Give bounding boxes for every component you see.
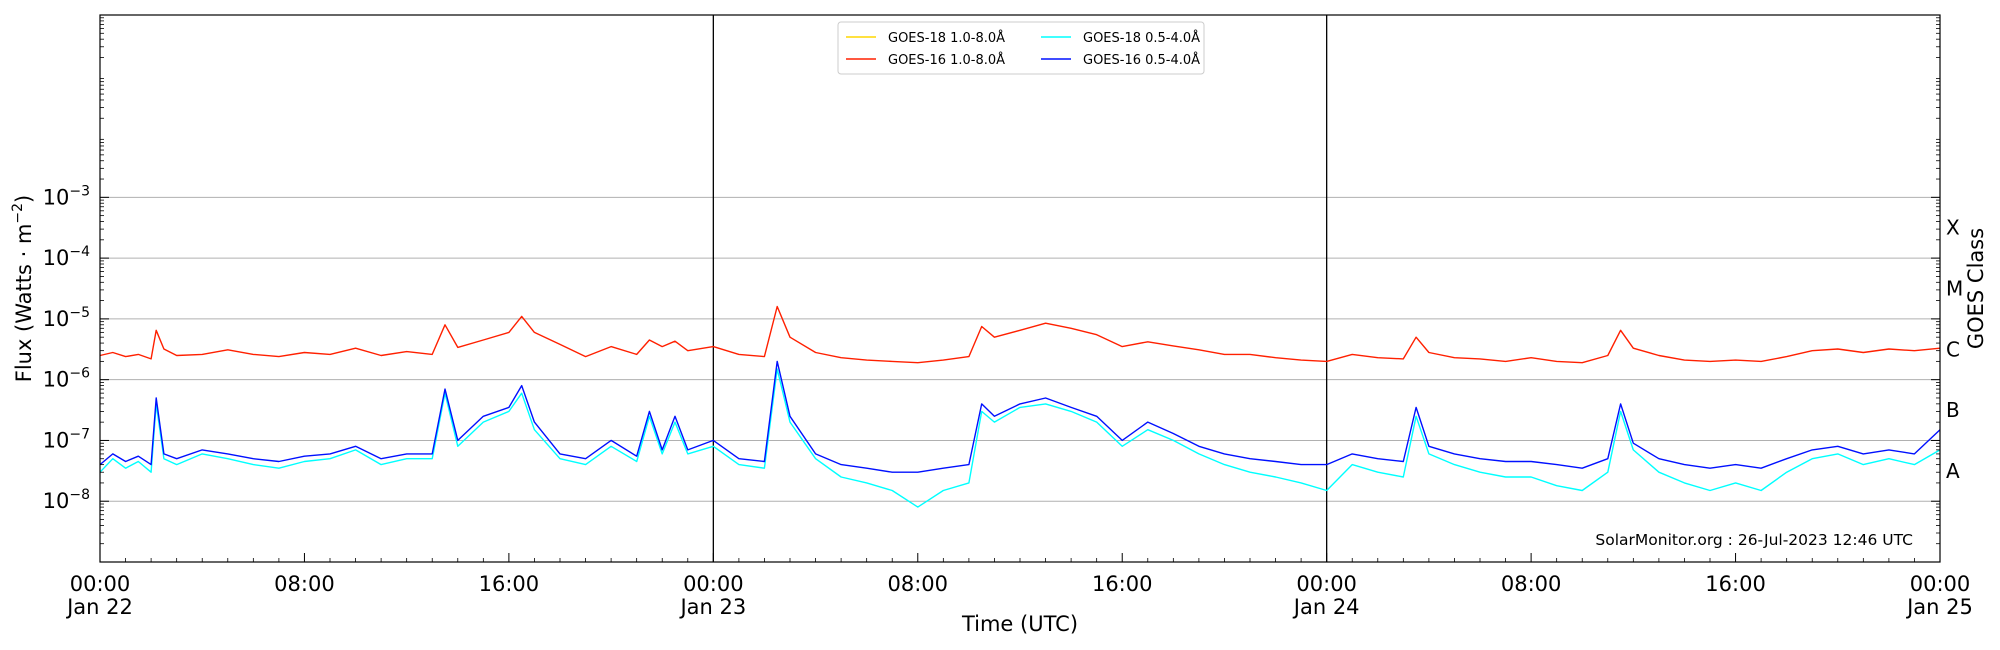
credit-text: SolarMonitor.org : 26-Jul-2023 12:46 UTC bbox=[1595, 531, 1913, 549]
x-tick-label: 16:00 bbox=[479, 572, 540, 596]
y-tick-label: 10−5 bbox=[43, 305, 90, 331]
legend-label: GOES-18 0.5-4.0Å bbox=[1083, 30, 1200, 46]
x-tick-label: 16:00 bbox=[1092, 572, 1153, 596]
series-line bbox=[99, 360, 1941, 473]
y-tick-label: 10−6 bbox=[43, 366, 90, 392]
y-axis-label-main: Flux (Watts · m bbox=[12, 224, 36, 383]
y-tick-label: 10−4 bbox=[43, 244, 90, 270]
series-line bbox=[99, 305, 1941, 364]
goes-class-label: C bbox=[1946, 337, 1960, 361]
plot-frame bbox=[99, 14, 1941, 563]
y-axis-label: Flux (Watts · m−2) bbox=[10, 195, 36, 383]
goes-class-labels: A B C M X bbox=[1946, 216, 1963, 483]
grid-lines bbox=[100, 196, 1940, 502]
y-axis-label-close: ) bbox=[12, 195, 36, 203]
legend-label: GOES-18 1.0-8.0Å bbox=[888, 30, 1005, 46]
series-lines bbox=[99, 305, 1941, 508]
goes-class-axis-label: GOES Class bbox=[1964, 228, 1988, 349]
x-axis-label: Time (UTC) bbox=[961, 612, 1078, 636]
x-tick-label: 16:00 bbox=[1705, 572, 1766, 596]
x-tick-label: 08:00 bbox=[274, 572, 335, 596]
goes-class-label: B bbox=[1946, 398, 1960, 422]
x-tick-label: 00:00 bbox=[1910, 572, 1971, 596]
legend-label: GOES-16 0.5-4.0Å bbox=[1083, 52, 1200, 68]
x-tick-label: 08:00 bbox=[1501, 572, 1562, 596]
day-boundaries bbox=[712, 15, 1328, 562]
legend-box bbox=[837, 21, 1205, 75]
goes-class-label: A bbox=[1946, 459, 1960, 483]
y-tick-label: 10−8 bbox=[43, 487, 90, 513]
x-tick-label: 00:00 bbox=[683, 572, 744, 596]
x-tick-label: 00:00 bbox=[1296, 572, 1357, 596]
x-tick-date-label: Jan 24 bbox=[1292, 595, 1360, 619]
series-line bbox=[99, 368, 1941, 508]
y-tick-label: 10−3 bbox=[43, 183, 90, 209]
goes-class-label: X bbox=[1946, 216, 1960, 240]
x-tick-date-label: Jan 22 bbox=[65, 595, 133, 619]
x-tick-date-label: Jan 25 bbox=[1905, 595, 1973, 619]
x-tick-label: 00:00 bbox=[70, 572, 131, 596]
x-tick-label: 08:00 bbox=[888, 572, 949, 596]
x-tick-date-label: Jan 23 bbox=[678, 595, 746, 619]
goes-class-label: M bbox=[1946, 277, 1963, 301]
y-axis-label-sup: −2 bbox=[10, 203, 26, 224]
y-tick-label: 10−7 bbox=[43, 426, 90, 452]
legend: GOES-18 1.0-8.0Å GOES-18 0.5-4.0Å GOES-16 … bbox=[837, 21, 1205, 75]
legend-label: GOES-16 1.0-8.0Å bbox=[888, 52, 1005, 68]
